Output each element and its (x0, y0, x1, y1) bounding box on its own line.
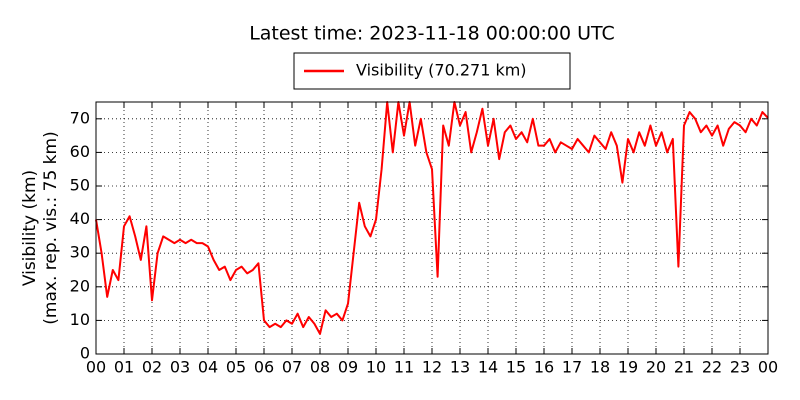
x-tick-label: 09 (338, 358, 358, 377)
legend-label: Visibility (70.271 km) (356, 61, 527, 80)
x-tick-label: 22 (702, 358, 722, 377)
x-tick-label: 18 (590, 358, 610, 377)
plot-frame (95, 101, 769, 355)
x-tick-label: 20 (646, 358, 666, 377)
x-tick-label: 17 (562, 358, 582, 377)
x-tick-label: 06 (254, 358, 274, 377)
x-tick-label: 11 (394, 358, 414, 377)
y-axis-label: Visibility (km) (20, 170, 40, 286)
x-tick-label: 07 (282, 358, 302, 377)
x-tick-label: 10 (366, 358, 386, 377)
y-tick-label: 40 (70, 209, 90, 228)
x-tick-label: 04 (198, 358, 218, 377)
x-tick-label: 19 (618, 358, 638, 377)
y-axis-label: (max. rep. vis.: 75 km) (41, 131, 61, 324)
y-tick-label: 70 (70, 108, 90, 127)
x-tick-label: 00 (758, 358, 778, 377)
y-tick-label: 0 (80, 344, 90, 363)
x-tick-label: 00 (86, 358, 106, 377)
chart-title: Latest time: 2023-11-18 00:00:00 UTC (249, 23, 615, 45)
x-tick-label: 14 (478, 358, 498, 377)
x-tick-label: 21 (674, 358, 694, 377)
x-tick-label: 12 (422, 358, 442, 377)
y-tick-label: 10 (70, 310, 90, 329)
y-tick-label: 20 (70, 276, 90, 295)
y-tick-label: 50 (70, 176, 90, 195)
x-tick-label: 13 (450, 358, 470, 377)
data-line (95, 101, 769, 335)
y-tick-label: 30 (70, 243, 90, 262)
x-tick-label: 01 (114, 358, 134, 377)
x-tick-label: 08 (310, 358, 330, 377)
x-tick-label: 03 (170, 358, 190, 377)
x-tick-label: 23 (730, 358, 750, 377)
x-tick-label: 05 (226, 358, 246, 377)
x-tick-label: 16 (534, 358, 554, 377)
y-tick-label: 60 (70, 142, 90, 161)
x-tick-label: 15 (506, 358, 526, 377)
x-tick-label: 02 (142, 358, 162, 377)
